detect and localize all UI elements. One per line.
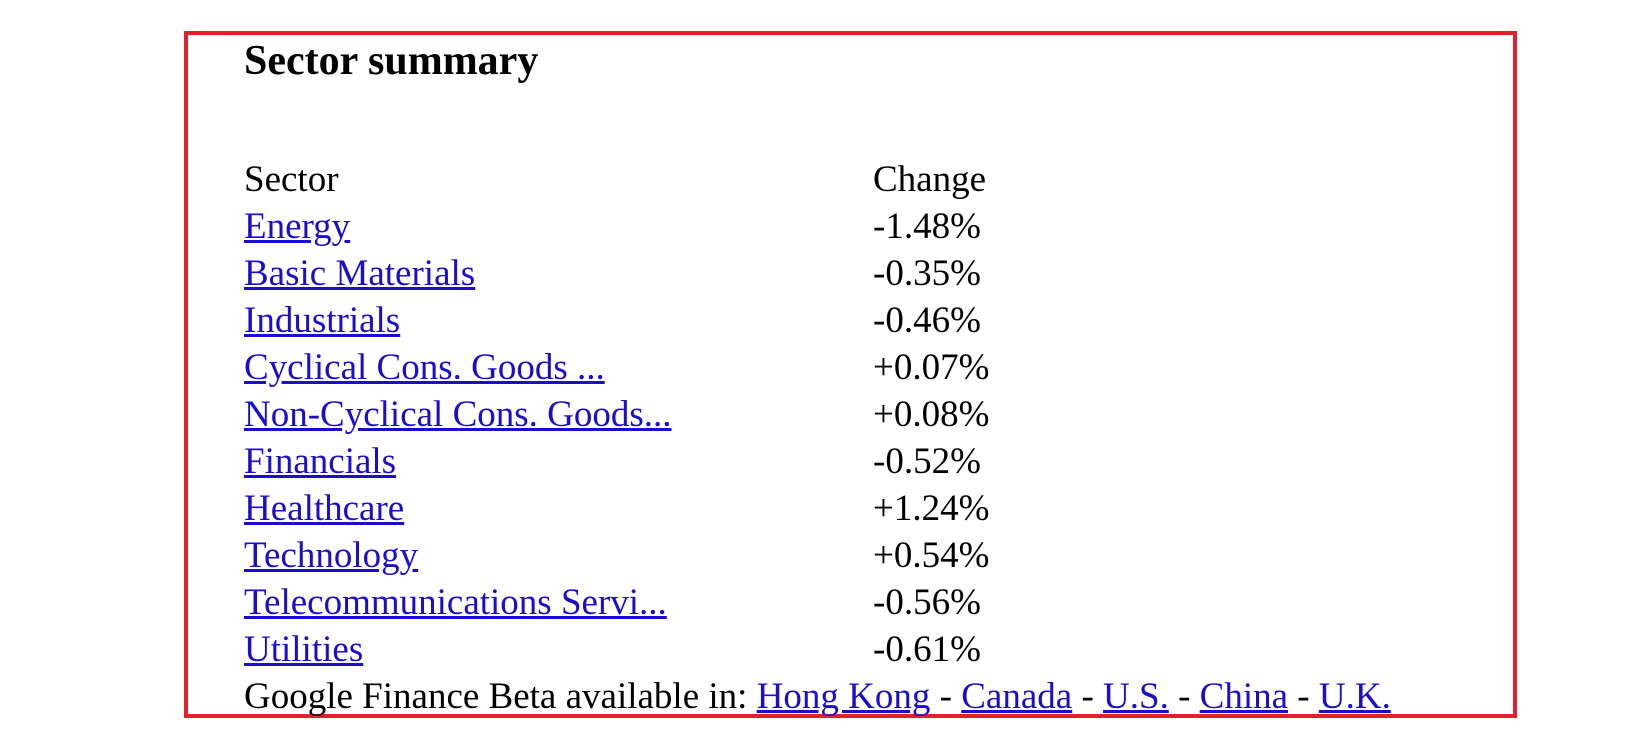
sector-link-cyclical-cons-goods[interactable]: Cyclical Cons. Goods ... — [244, 347, 605, 388]
edition-link-us[interactable]: U.S. — [1103, 676, 1169, 717]
table-row: Cyclical Cons. Goods ... +0.07% — [244, 344, 1504, 391]
footer-separator: - — [939, 676, 952, 717]
sector-change: +0.07% — [873, 347, 990, 388]
sector-link-financials[interactable]: Financials — [244, 441, 397, 482]
highlight-frame — [184, 31, 1517, 718]
footer-separator: - — [1178, 676, 1191, 717]
table-row: Utilities -0.61% — [244, 626, 1504, 673]
sector-change: -0.35% — [873, 253, 981, 294]
table-row: Energy -1.48% — [244, 203, 1504, 250]
sector-link-industrials[interactable]: Industrials — [244, 300, 401, 341]
sector-link-utilities[interactable]: Utilities — [244, 629, 364, 670]
sector-change: -1.48% — [873, 206, 981, 247]
spacer — [244, 92, 1504, 156]
table-row: Telecommunications Servi... -0.56% — [244, 579, 1504, 626]
sector-link-energy[interactable]: Energy — [244, 206, 351, 247]
table-row: Technology +0.54% — [244, 532, 1504, 579]
sector-link-technology[interactable]: Technology — [244, 535, 419, 576]
page-title: Sector summary — [244, 38, 539, 84]
sector-change: -0.56% — [873, 582, 981, 623]
edition-link-canada[interactable]: Canada — [961, 676, 1073, 717]
table-row: Financials -0.52% — [244, 438, 1504, 485]
table-row: Healthcare +1.24% — [244, 485, 1504, 532]
edition-link-uk[interactable]: U.K. — [1318, 676, 1391, 717]
footer-separator: - — [1081, 676, 1094, 717]
edition-link-hong-kong[interactable]: Hong Kong — [756, 676, 931, 717]
sector-link-healthcare[interactable]: Healthcare — [244, 488, 405, 529]
table-row: Non-Cyclical Cons. Goods... +0.08% — [244, 391, 1504, 438]
sector-change: -0.61% — [873, 629, 981, 670]
edition-link-china[interactable]: China — [1199, 676, 1289, 717]
sector-change: +0.54% — [873, 535, 990, 576]
sector-change: +1.24% — [873, 488, 990, 529]
sector-summary-panel: Sector summary Sector Change Energy -1.4… — [244, 30, 1504, 720]
table-header-row: Sector Change — [244, 156, 1504, 203]
table-row: Industrials -0.46% — [244, 297, 1504, 344]
table-row: Basic Materials -0.35% — [244, 250, 1504, 297]
footer-separator: - — [1297, 676, 1310, 717]
sector-link-non-cyclical-cons-goods[interactable]: Non-Cyclical Cons. Goods... — [244, 394, 672, 435]
footer-prefix: Google Finance Beta available in: — [244, 676, 748, 717]
sector-column-header: Sector — [244, 159, 339, 200]
sector-change: -0.46% — [873, 300, 981, 341]
sector-change: -0.52% — [873, 441, 981, 482]
sector-change: +0.08% — [873, 394, 990, 435]
sector-link-basic-materials[interactable]: Basic Materials — [244, 253, 476, 294]
sector-link-telecommunications[interactable]: Telecommunications Servi... — [244, 582, 667, 623]
change-column-header: Change — [873, 159, 987, 200]
regional-editions-footer: Google Finance Beta available in: Hong K… — [244, 673, 1504, 720]
